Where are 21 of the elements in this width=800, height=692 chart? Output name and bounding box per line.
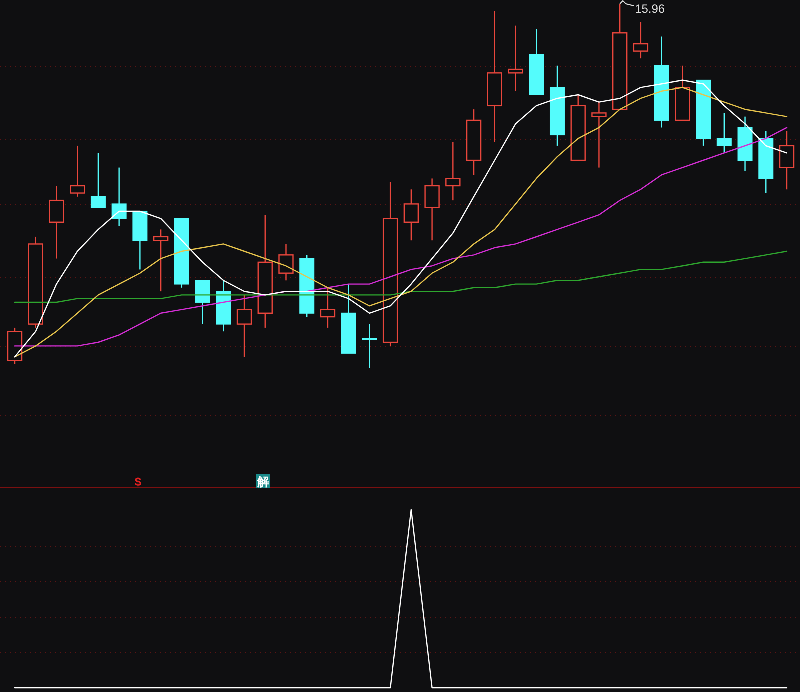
candlestick (446, 142, 461, 202)
candlestick (70, 145, 86, 198)
candlestick (508, 25, 524, 92)
candlestick (112, 167, 127, 227)
candlestick (90, 152, 106, 208)
candlestick (236, 294, 252, 358)
candlestick (153, 229, 169, 292)
candlestick (49, 185, 64, 260)
candlestick (362, 324, 378, 369)
text: 解 (256, 475, 270, 489)
candlestick (278, 244, 294, 282)
candlestick (424, 178, 440, 242)
candlestick (195, 280, 210, 325)
candlestick (716, 112, 732, 154)
candlestick (779, 130, 795, 190)
candlestick (633, 22, 649, 60)
candlestick (404, 189, 420, 242)
annotation: 15.96 (635, 2, 666, 16)
candlestick (592, 102, 607, 168)
candlestick (320, 287, 336, 329)
text: $ (134, 475, 142, 489)
